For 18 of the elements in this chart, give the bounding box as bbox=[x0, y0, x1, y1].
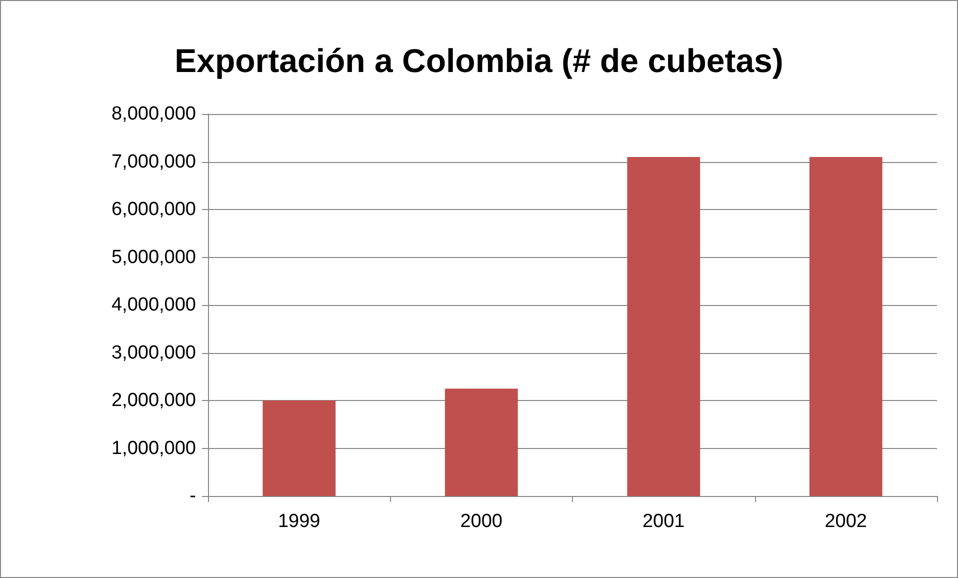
chart-title: Exportación a Colombia (# de cubetas) bbox=[174, 42, 784, 79]
bar bbox=[627, 156, 700, 496]
x-tick-label: 1999 bbox=[278, 511, 320, 532]
y-tick-label: 7,000,000 bbox=[111, 151, 196, 172]
y-tick-label: 2,000,000 bbox=[111, 390, 196, 411]
y-tick-label: 8,000,000 bbox=[111, 104, 196, 124]
y-tick-label: 1,000,000 bbox=[111, 438, 196, 459]
x-tick-label: 2002 bbox=[824, 511, 868, 532]
y-tick-label: 3,000,000 bbox=[111, 342, 196, 364]
y-tick-label: 5,000,000 bbox=[111, 246, 196, 268]
y-tick-label: 4,000,000 bbox=[111, 294, 196, 316]
bar bbox=[444, 388, 518, 496]
y-tick-label: - bbox=[190, 486, 196, 506]
x-tick-label: 2000 bbox=[460, 511, 503, 532]
y-tick-label: 6,000,000 bbox=[111, 199, 196, 220]
bar bbox=[262, 400, 336, 496]
x-tick-label: 2001 bbox=[642, 511, 685, 532]
bar bbox=[809, 156, 882, 496]
